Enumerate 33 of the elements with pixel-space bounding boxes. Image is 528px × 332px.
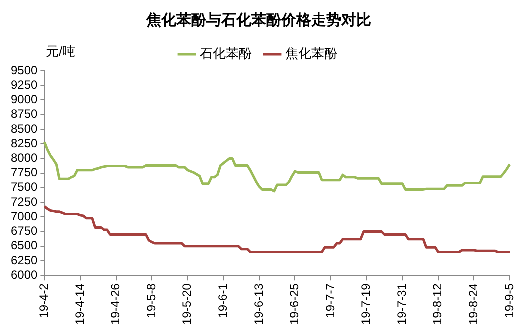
y-tick-label: 8750 bbox=[10, 107, 38, 122]
y-tick-label: 8000 bbox=[10, 151, 38, 166]
x-tick-label: 19-4-26 bbox=[108, 283, 123, 326]
y-tick-label: 7500 bbox=[10, 180, 38, 194]
y-tick-label: 8500 bbox=[10, 122, 38, 136]
x-tick-label: 19-6-13 bbox=[252, 283, 266, 326]
x-tick-label: 19-6-1 bbox=[216, 283, 230, 318]
y-tick-label: 7750 bbox=[10, 166, 38, 180]
y-tick-label: 6000 bbox=[10, 268, 38, 282]
x-tick-label: 19-7-19 bbox=[359, 283, 374, 326]
y-tick-label: 7000 bbox=[10, 209, 38, 224]
y-tick-label: 7250 bbox=[10, 194, 38, 209]
y-tick-label: 9250 bbox=[10, 78, 38, 92]
y-tick-label: 6750 bbox=[10, 224, 38, 238]
x-tick-label: 19-4-2 bbox=[37, 283, 52, 318]
x-tick-label: 19-7-7 bbox=[323, 283, 338, 318]
x-tick-label: 19-6-25 bbox=[288, 283, 302, 326]
x-tick-label: 19-5-8 bbox=[144, 283, 158, 318]
y-tick-label: 9000 bbox=[10, 92, 38, 107]
y-tick-label: 6250 bbox=[10, 253, 38, 268]
x-tick-label: 19-8-24 bbox=[466, 283, 481, 326]
x-tick-label: 19-4-14 bbox=[72, 283, 87, 326]
y-axis-title: 元/吨 bbox=[46, 44, 76, 60]
y-tick-label: 9500 bbox=[10, 63, 38, 78]
x-tick-label: 19-7-31 bbox=[394, 283, 409, 326]
y-tick-label: 8250 bbox=[10, 136, 38, 150]
y-tick-label: 6500 bbox=[10, 238, 38, 253]
x-tick-label: 19-5-20 bbox=[180, 283, 194, 326]
legend-label: 石化苯酚 bbox=[200, 46, 252, 62]
chart-title: 焦化苯酚与石化苯酚价格走势对比 bbox=[146, 12, 372, 30]
x-tick-label: 19-9-5 bbox=[502, 283, 516, 318]
legend-label: 焦化苯酚 bbox=[286, 46, 338, 62]
x-tick-label: 19-8-12 bbox=[430, 283, 445, 326]
